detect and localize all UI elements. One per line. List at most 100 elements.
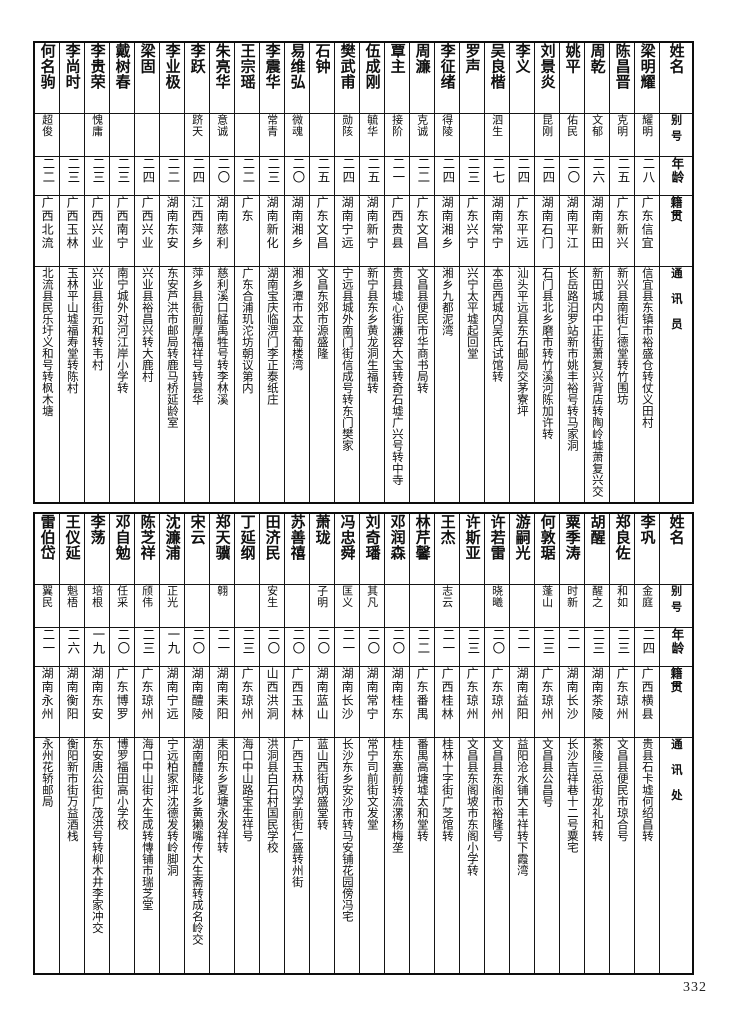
age-text: 二三 bbox=[540, 628, 556, 655]
native-place-text: 广西玉林 bbox=[65, 196, 80, 250]
age-text: 二〇 bbox=[315, 628, 331, 655]
native-place-text: 广东博罗 bbox=[115, 667, 130, 721]
cell-alias bbox=[409, 584, 435, 628]
cell-name: 罗声 bbox=[459, 41, 485, 114]
name-text: 朱亮华 bbox=[213, 43, 232, 90]
cell-age: 二三 bbox=[534, 627, 560, 667]
cell-native-place: 广西桂林 bbox=[434, 666, 460, 738]
cell-native-place: 广西兴业 bbox=[84, 195, 110, 267]
cell-alias: 接阶 bbox=[384, 113, 410, 157]
cell-alias: 魁梧 bbox=[59, 584, 85, 628]
cell-age: 二三 bbox=[459, 156, 485, 196]
cell-address: 新宁县东乡黄龙洞生福转 bbox=[359, 266, 385, 504]
cell-name: 何敦琚 bbox=[534, 512, 560, 585]
cell-age: 二一 bbox=[209, 627, 235, 667]
cell-alias: 泗生 bbox=[484, 113, 510, 157]
cell-native-place: 湖南石门 bbox=[534, 195, 560, 267]
address-text: 贵县石卡墟何绍昌转 bbox=[640, 738, 655, 842]
cell-age: 二〇 bbox=[559, 156, 585, 196]
alias-text: 和如 bbox=[615, 585, 629, 608]
age-text: 二〇 bbox=[365, 628, 381, 655]
native-place-text: 广东新兴 bbox=[615, 196, 630, 250]
age-text: 一九 bbox=[90, 628, 106, 655]
native-place-text: 湖南东安 bbox=[90, 667, 105, 721]
name-text: 刘景炎 bbox=[538, 43, 557, 90]
alias-text: 愧庸 bbox=[90, 114, 104, 137]
name-text: 田济民 bbox=[263, 514, 282, 561]
name-text: 粟季涛 bbox=[563, 514, 582, 561]
alias-text: 耀明 bbox=[640, 114, 654, 137]
alias-text: 毓华 bbox=[365, 114, 379, 137]
age-text: 二一 bbox=[515, 628, 531, 655]
cell-age: 一九 bbox=[159, 627, 185, 667]
column-header-native-place: 籍贯 bbox=[659, 195, 694, 267]
column-header-address: 通讯处 bbox=[659, 737, 694, 975]
cell-native-place: 广西玉林 bbox=[284, 666, 310, 738]
address-text: 汕头平远县东石邮局交茅寮坪 bbox=[515, 267, 530, 417]
cell-age: 二〇 bbox=[284, 156, 310, 196]
column-header-name: 姓名 bbox=[659, 41, 694, 114]
cell-native-place: 广东琼州 bbox=[484, 666, 510, 738]
cell-native-place: 江西萍乡 bbox=[184, 195, 210, 267]
address-text: 文昌东郊市源盛隆 bbox=[315, 267, 330, 359]
cell-address: 信宜县东镇市裕盛仓转仗义田村 bbox=[634, 266, 660, 504]
cell-address: 石门县北乡磨市转竹溪河陈加许转 bbox=[534, 266, 560, 504]
row-name: 何名驹 李尚时 李贵荣 戴树春 梁固 李业极 李跃 朱亮华 王宗瑶 李震华 易维弘 石钟 樊武甫 伍成刚覃… bbox=[33, 41, 694, 114]
address-text: 石门县北乡磨市转竹溪河陈加许转 bbox=[540, 267, 555, 440]
cell-native-place: 湖南新宁 bbox=[359, 195, 385, 267]
cell-address: 新兴县南街仁德堂转竹围坊 bbox=[609, 266, 635, 504]
cell-name: 邓润森 bbox=[384, 512, 410, 585]
cell-address: 常宁司前街文发堂 bbox=[359, 737, 385, 975]
cell-alias bbox=[59, 113, 85, 157]
cell-alias: 勋陔 bbox=[334, 113, 360, 157]
cell-native-place: 湖南平江 bbox=[559, 195, 585, 267]
cell-alias bbox=[184, 584, 210, 628]
cell-name: 李荡 bbox=[84, 512, 110, 585]
name-text: 郑天骥 bbox=[213, 514, 232, 561]
age-text: 二八 bbox=[640, 157, 656, 184]
cell-age: 二四 bbox=[634, 627, 660, 667]
age-text: 二四 bbox=[640, 628, 656, 655]
cell-age: 二〇 bbox=[209, 156, 235, 196]
cell-alias: 正光 bbox=[159, 584, 185, 628]
cell-age: 二三 bbox=[109, 156, 135, 196]
name-text: 覃主 bbox=[388, 43, 407, 74]
cell-age: 二一 bbox=[509, 627, 535, 667]
row-address: 永州花轿邮局 衡阳新市街万益酒栈 东安唐公街广茂洪号转柳木井李家冲交 博罗福田高小学校… bbox=[33, 737, 694, 975]
cell-alias: 意诚 bbox=[209, 113, 235, 157]
address-text: 湘乡九都泥湾 bbox=[440, 267, 455, 336]
cell-age: 二三 bbox=[234, 627, 260, 667]
cell-address: 湖南醴陵北乡黄獭嘴传大生斋转成名岭交 bbox=[184, 737, 210, 975]
cell-alias bbox=[234, 113, 260, 157]
name-text: 游嗣光 bbox=[513, 514, 532, 561]
cell-name: 石钟 bbox=[309, 41, 335, 114]
native-place-text: 广西南宁 bbox=[115, 196, 130, 250]
column-header-age-text: 年龄 bbox=[669, 157, 685, 184]
address-text: 益阳沧水铺大丰祥转下霞湾 bbox=[515, 738, 530, 876]
name-text: 许若雷 bbox=[488, 514, 507, 561]
cell-name: 冯忠舜 bbox=[334, 512, 360, 585]
cell-address: 汕头平远县东石邮局交茅寮坪 bbox=[509, 266, 535, 504]
cell-address: 洪洞县白石村国民学校 bbox=[259, 737, 285, 975]
name-text: 何敦琚 bbox=[538, 514, 557, 561]
cell-age: 二四 bbox=[534, 156, 560, 196]
roster-table-two: 雷伯岱 王仪延 李荡 邓自勉 陈芝祥 沈濂浦 宋云 郑天骥 丁延纲 田济民 苏善禧 萧珑 冯忠舜 刘奇璠邓… bbox=[33, 512, 694, 975]
address-text: 长沙东乡安沙市转马安铺花园傍冯宅 bbox=[340, 738, 355, 922]
cell-alias: 昆刚 bbox=[534, 113, 560, 157]
name-text: 梁固 bbox=[138, 43, 157, 74]
native-place-text: 广东琼州 bbox=[490, 667, 505, 721]
page-number: 332 bbox=[683, 980, 707, 995]
cell-age: 二五 bbox=[609, 156, 635, 196]
cell-native-place: 广东番禺 bbox=[409, 666, 435, 738]
native-place-text: 湖南湘乡 bbox=[440, 196, 455, 250]
cell-alias: 佑民 bbox=[559, 113, 585, 157]
cell-age: 二一 bbox=[559, 627, 585, 667]
name-text: 陈芝祥 bbox=[138, 514, 157, 561]
address-text: 桂东塞前转流漯杨梅垄 bbox=[390, 738, 405, 853]
cell-name: 王仪延 bbox=[59, 512, 85, 585]
age-text: 二四 bbox=[140, 157, 156, 184]
cell-name: 陈芝祥 bbox=[134, 512, 160, 585]
cell-address: 北流县民乐圩义和号转枫木塘 bbox=[33, 266, 60, 504]
age-text: 二二 bbox=[240, 157, 256, 184]
cell-native-place: 广东文昌 bbox=[409, 195, 435, 267]
